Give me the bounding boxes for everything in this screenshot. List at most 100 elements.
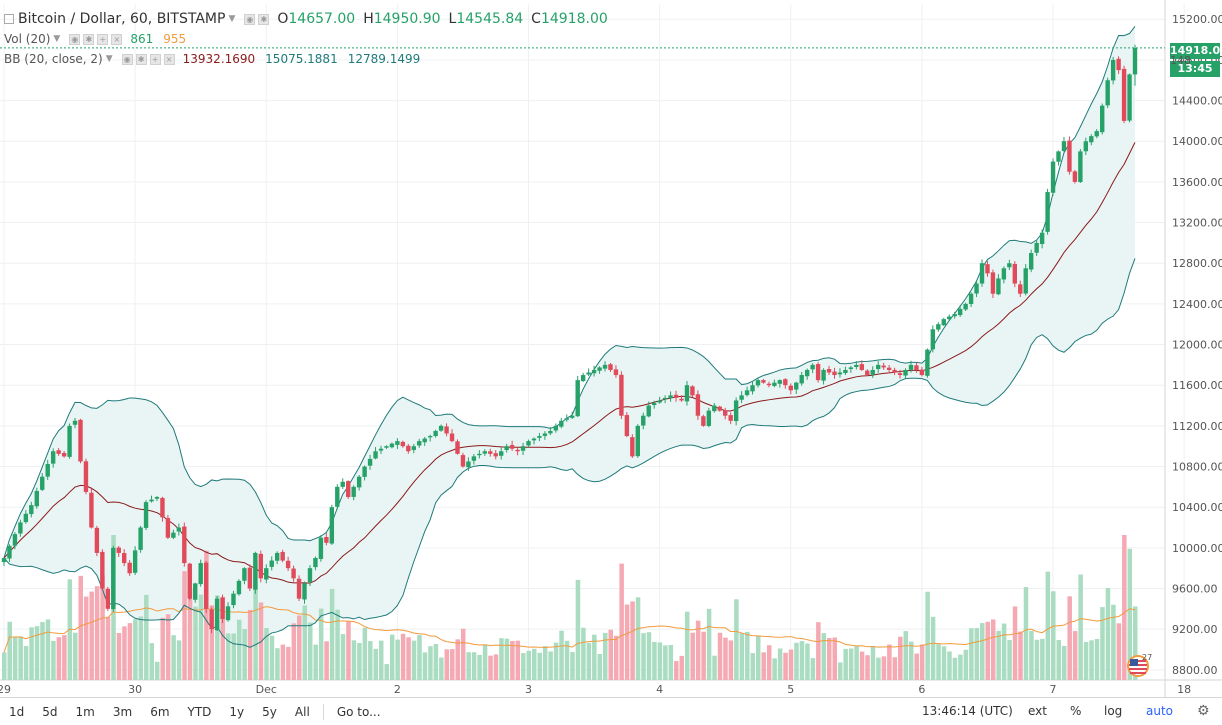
- candle-body: [761, 380, 766, 383]
- volume-bar: [805, 643, 810, 680]
- chevron-down-icon[interactable]: ▼: [53, 34, 61, 44]
- candle-body: [378, 448, 384, 451]
- volume-bar: [695, 620, 701, 680]
- price-chart[interactable]: 8800.00 9200.00 9600.00 10000.00 10400.00 108…: [0, 0, 1222, 697]
- candle-body: [499, 451, 504, 456]
- candle-body: [258, 553, 263, 579]
- volume-label[interactable]: Vol (20): [4, 32, 51, 46]
- candle-body: [1083, 141, 1089, 152]
- svg-text:27: 27: [1142, 653, 1152, 662]
- bb-basis-line: [3, 142, 1136, 584]
- candle-body: [553, 425, 559, 431]
- candle-body: [111, 547, 116, 610]
- price-tick-label: 12000.00: [1172, 339, 1222, 352]
- timeframe-1m[interactable]: 1m: [75, 704, 95, 719]
- candle-body: [384, 446, 389, 448]
- volume-bar: [570, 652, 575, 680]
- collapse-icon[interactable]: [4, 14, 14, 24]
- volume-bar: [100, 575, 105, 680]
- gear-icon[interactable]: ✱: [135, 53, 147, 65]
- candle-body: [755, 380, 761, 386]
- go-to-button[interactable]: Go to...: [336, 704, 381, 719]
- us-flag-icon[interactable]: 27: [1124, 651, 1154, 679]
- eye-icon[interactable]: ◉: [244, 13, 256, 25]
- timeframe-ytd[interactable]: YTD: [187, 704, 212, 719]
- timeframe-1y[interactable]: 1y: [229, 704, 245, 719]
- candle-body: [296, 578, 302, 599]
- gear-icon[interactable]: ✱: [258, 13, 270, 25]
- close-icon[interactable]: ×: [163, 53, 175, 65]
- volume-bar: [788, 649, 794, 680]
- candle-body: [264, 568, 269, 580]
- volume-bar: [428, 646, 433, 680]
- timeframe-1d[interactable]: 1d: [9, 704, 25, 719]
- candle-body: [187, 563, 192, 599]
- volume-bar: [182, 571, 187, 680]
- volume-bar: [83, 596, 89, 680]
- volume-bar: [297, 615, 302, 680]
- plus-icon[interactable]: +: [149, 53, 161, 65]
- log-button[interactable]: log: [1104, 704, 1123, 718]
- candle-body: [985, 264, 990, 274]
- volume-bar: [62, 635, 67, 680]
- auto-button[interactable]: auto: [1146, 704, 1174, 718]
- volume-bar: [564, 640, 570, 680]
- candle-body: [198, 563, 203, 585]
- candle-body: [979, 263, 985, 284]
- bb-label[interactable]: BB (20, close, 2): [4, 52, 103, 66]
- candle-body: [367, 458, 373, 466]
- percent-button[interactable]: %: [1070, 704, 1082, 718]
- volume-bar: [149, 643, 155, 680]
- volume-bar: [154, 661, 160, 680]
- ext-button[interactable]: ext: [1028, 704, 1047, 718]
- timeframe-5d[interactable]: 5d: [42, 704, 58, 719]
- candle-body: [373, 451, 378, 459]
- candle-body: [526, 441, 531, 446]
- volume-bar: [684, 611, 690, 680]
- volume-bar: [165, 614, 171, 680]
- symbol-title[interactable]: Bitcoin / Dollar, 60, BITSTAMP: [18, 11, 226, 27]
- candle-body: [313, 558, 318, 568]
- eye-icon[interactable]: ◉: [69, 33, 81, 45]
- chevron-down-icon[interactable]: ▼: [228, 14, 236, 24]
- volume-bar: [592, 634, 597, 680]
- time-tick-label: Dec: [256, 683, 277, 696]
- volume-bar: [816, 622, 821, 680]
- chevron-down-icon[interactable]: ▼: [105, 54, 113, 64]
- candle-body: [591, 369, 597, 374]
- volume-bar: [848, 648, 854, 680]
- candle-body: [843, 369, 848, 374]
- candle-body: [941, 319, 946, 326]
- eye-icon[interactable]: ◉: [121, 53, 133, 65]
- utc-clock[interactable]: 13:46:14 (UTC): [922, 704, 1013, 718]
- volume-bar: [608, 629, 613, 680]
- volume-bar: [1078, 574, 1083, 680]
- gear-icon[interactable]: ⚙: [1197, 703, 1210, 719]
- candle-body: [624, 415, 630, 437]
- timeframe-5y[interactable]: 5y: [262, 704, 277, 719]
- volume-bar: [734, 599, 739, 680]
- candle-body: [865, 370, 870, 376]
- volume-bar: [553, 642, 559, 680]
- timeframe-all[interactable]: All: [294, 704, 310, 719]
- candle-body: [100, 551, 105, 589]
- time-tick-label: 6: [918, 683, 925, 696]
- low-value: 14545.84: [456, 11, 524, 27]
- candle-body: [291, 568, 296, 579]
- candle-body: [340, 481, 345, 487]
- volume-bar: [105, 616, 111, 680]
- volume-bar: [242, 629, 247, 680]
- price-tick-label: 12400.00: [1172, 298, 1222, 311]
- candle-body: [996, 278, 1001, 295]
- volume-bar: [575, 579, 581, 680]
- price-tick-label: 11600.00: [1172, 379, 1222, 392]
- close-icon[interactable]: ×: [111, 33, 123, 45]
- volume-bar: [887, 644, 892, 680]
- candle-body: [427, 436, 433, 438]
- volume-bar: [340, 634, 346, 680]
- timeframe-6m[interactable]: 6m: [150, 704, 170, 719]
- timeframe-3m[interactable]: 3m: [112, 704, 133, 719]
- plus-icon[interactable]: +: [97, 33, 109, 45]
- gear-icon[interactable]: ✱: [83, 33, 95, 45]
- candle-body: [925, 349, 930, 376]
